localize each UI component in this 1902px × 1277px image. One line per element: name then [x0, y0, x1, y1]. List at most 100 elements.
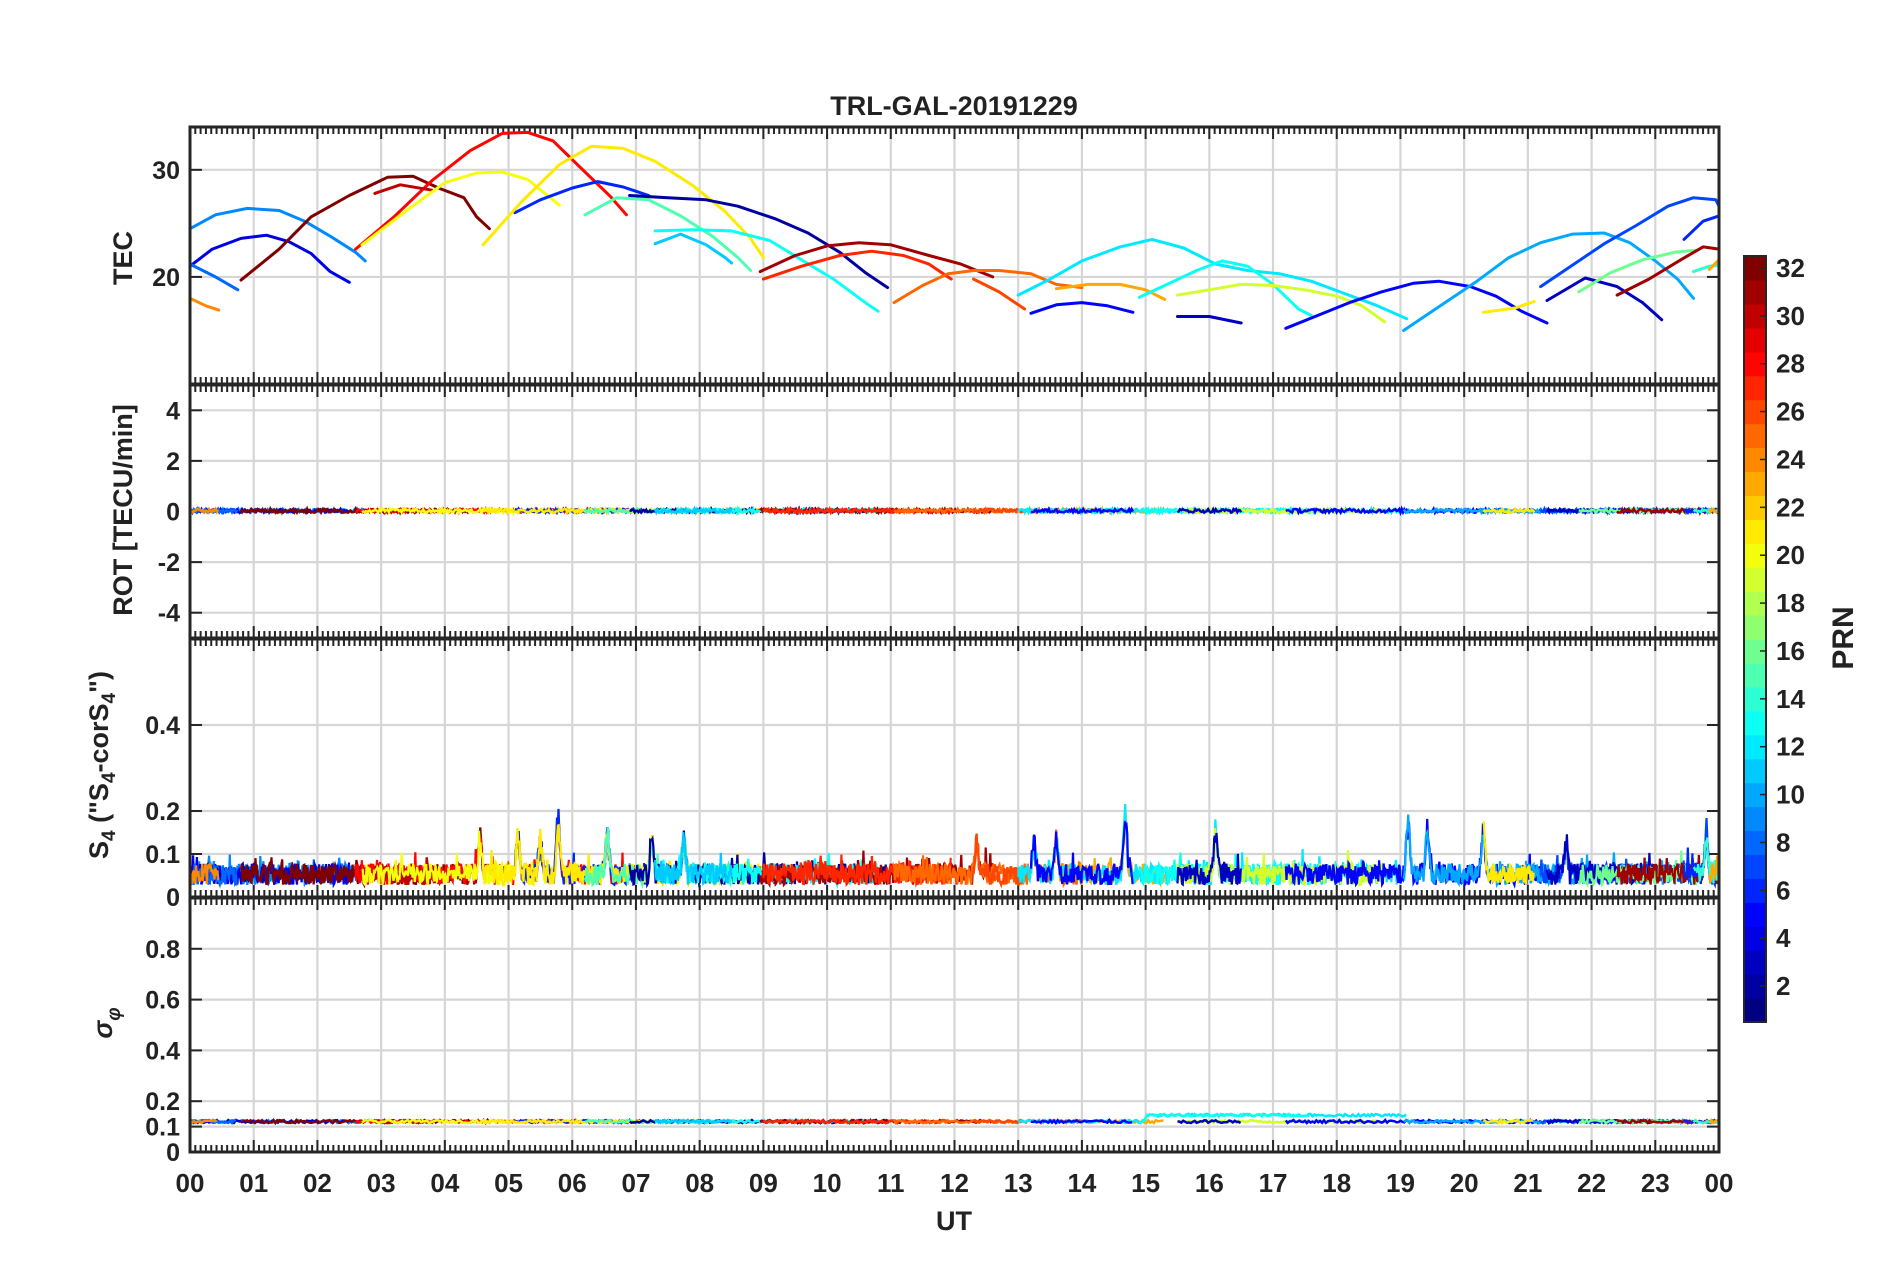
tec-y-tick-label: 20 — [152, 264, 180, 292]
sigma-y-tick-label: 0.8 — [145, 936, 180, 964]
colorbar-segment — [1744, 782, 1766, 808]
colorbar-segment — [1744, 543, 1766, 568]
sigma-series-prn-13 — [1139, 1112, 1310, 1125]
colorbar-tick-label: 32 — [1776, 253, 1805, 283]
colorbar-segment — [1744, 567, 1766, 592]
colorbar-segment — [1744, 926, 1766, 951]
x-tick-label: 18 — [1322, 1168, 1351, 1198]
colorbar-segment — [1744, 974, 1766, 999]
s4-series-group — [188, 803, 1720, 890]
x-tick-label: 13 — [1004, 1168, 1033, 1198]
rot-y-tick-label: 4 — [166, 397, 180, 425]
sigma-y-tick-label: 0 — [166, 1139, 180, 1167]
sigma-y-tick-label: 0.6 — [145, 987, 180, 1015]
x-tick-label: 20 — [1450, 1168, 1479, 1198]
s4-series-prn-21 — [1482, 820, 1535, 885]
s4-y-tick-label: 0.2 — [145, 798, 180, 826]
tec-series-prn-13 — [1137, 259, 1313, 317]
colorbar-segment — [1744, 399, 1766, 425]
tec-series-prn-6 — [513, 180, 651, 215]
tec-series-prn-10 — [1402, 231, 1695, 332]
rot-y-tick-label: -2 — [158, 549, 180, 577]
tec-series-prn-13 — [653, 228, 880, 313]
colorbar-tick-label: 28 — [1776, 349, 1805, 379]
tec-series-prn-31 — [758, 241, 995, 279]
x-tick-label: 08 — [685, 1168, 714, 1198]
tec-series-prn-28 — [354, 130, 628, 251]
sigma-series-prn-26 — [972, 1118, 1024, 1124]
colorbar-segment — [1744, 710, 1766, 736]
colorbar-tick-label: 16 — [1776, 636, 1805, 666]
colorbar-label: PRN — [1827, 606, 1860, 669]
colorbar-segment — [1744, 998, 1766, 1023]
sigma-series-prn-24 — [189, 1118, 218, 1125]
colorbar-segment — [1744, 830, 1766, 856]
colorbar-segment — [1744, 423, 1766, 449]
tec-series-prn-5 — [1029, 301, 1135, 315]
tec-series-prn-3 — [1176, 315, 1243, 325]
x-tick-label: 14 — [1067, 1168, 1096, 1198]
s4-series-prn-14 — [1692, 837, 1720, 885]
colorbar-segment — [1744, 854, 1766, 879]
s4-y-axis-label: S4 ("S4-corS4") — [84, 671, 120, 859]
x-axis-label: UT — [936, 1206, 972, 1236]
s4-y-tick-label: 0 — [166, 884, 180, 912]
x-tick-label: 21 — [1513, 1168, 1542, 1198]
tec-series-prn-2 — [628, 194, 890, 290]
tec-series-prn-16 — [1577, 248, 1699, 294]
s4-series-prn-11 — [654, 832, 733, 886]
sigma-series-prn-11 — [655, 1118, 733, 1125]
colorbar-segment — [1744, 591, 1766, 616]
panel-sigma: 00.10.2 0.4 0.6 0.8 — [145, 898, 1720, 1167]
rot-series-prn-5 — [1030, 506, 1135, 515]
x-tick-label: 12 — [940, 1168, 969, 1198]
tec-series-group — [188, 130, 1721, 332]
sigma-y-tick-label: 0.1 — [145, 1114, 180, 1142]
colorbar-segment — [1744, 495, 1766, 520]
tec-series-prn-20 — [360, 170, 561, 247]
x-tick-label: 22 — [1577, 1168, 1606, 1198]
tec-series-prn-5 — [1284, 279, 1549, 330]
tec-series-prn-9 — [188, 206, 367, 263]
rot-series-prn-26 — [972, 507, 1025, 515]
sigma-series-prn-21 — [1482, 1117, 1534, 1126]
tec-series-prn-23 — [1707, 258, 1721, 271]
colorbar-segment — [1744, 375, 1766, 401]
colorbar-segment — [1744, 351, 1766, 377]
x-tick-label: 05 — [494, 1168, 523, 1198]
tec-series-prn-12 — [1016, 237, 1409, 321]
s4-series-prn-3 — [1176, 832, 1242, 887]
tec-series-prn-32 — [239, 174, 491, 282]
chart-title: TRL-GAL-20191229 — [830, 91, 1078, 121]
colorbar-segment — [1744, 686, 1766, 712]
colorbar-tick-label: 26 — [1776, 397, 1805, 427]
s4-y-tick-label: 0.4 — [145, 712, 180, 740]
x-tick-label: 15 — [1131, 1168, 1160, 1198]
tec-series-prn-7 — [1539, 196, 1721, 289]
tec-series-prn-27 — [761, 249, 953, 281]
colorbar-tick-label: 22 — [1776, 492, 1805, 522]
colorbar-segment — [1744, 639, 1766, 664]
x-tick-labels: 00 01 02 03 04 05 06 07 08 09 10 11 12 13 14 15 16 17 18 19… — [176, 1168, 1734, 1198]
x-tick-label: 09 — [749, 1168, 778, 1198]
tec-series-prn-4 — [188, 233, 351, 284]
x-tick-label: 03 — [367, 1168, 396, 1198]
x-tick-label: 10 — [813, 1168, 842, 1198]
colorbar-segment — [1744, 950, 1766, 975]
tec-series-prn-24 — [188, 296, 221, 312]
colorbar-segment — [1744, 279, 1766, 305]
tec-series-prn-15 — [583, 196, 753, 272]
colorbar-tick-label: 2 — [1776, 971, 1790, 1001]
colorbar-segment — [1744, 256, 1766, 281]
x-tick-label: 01 — [239, 1168, 268, 1198]
rot-series-prn-24 — [189, 506, 220, 515]
colorbar-tick-label: 14 — [1776, 684, 1805, 714]
x-tick-label: 23 — [1641, 1168, 1670, 1198]
s4-series-prn-24 — [188, 861, 220, 885]
tec-series-prn-3 — [1545, 276, 1664, 322]
s4-series-prn-23 — [1708, 855, 1720, 883]
colorbar-tick-label: 12 — [1776, 732, 1805, 762]
x-tick-label: 07 — [621, 1168, 650, 1198]
